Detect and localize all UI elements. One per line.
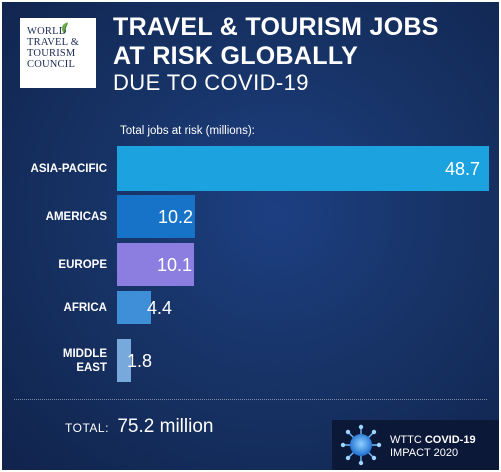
category-label-middle-east: MIDDLE EAST bbox=[62, 347, 107, 374]
title-line-2: AT RISK GLOBALLY bbox=[113, 42, 359, 70]
footer-line-2: IMPACT 2020 bbox=[390, 447, 459, 459]
divider bbox=[14, 399, 487, 400]
axis-caption: Total jobs at risk (millions): bbox=[120, 125, 255, 137]
value-label-europe: 10.1 bbox=[157, 254, 193, 275]
category-label-europe: EUROPE bbox=[58, 258, 107, 271]
bar-middle-east bbox=[117, 339, 131, 382]
footer-text: WTTC COVID-19 IMPACT 2020 bbox=[390, 434, 476, 460]
virus-icon bbox=[340, 424, 382, 466]
chart-subtitle: DUE TO COVID-19 bbox=[113, 70, 309, 95]
footer-badge: WTTC COVID-19 IMPACT 2020 bbox=[332, 420, 499, 470]
category-label-africa: AFRICA bbox=[63, 301, 107, 314]
value-label-africa: 4.4 bbox=[147, 297, 173, 318]
logo-line: COUNCIL bbox=[27, 59, 76, 70]
bar-africa bbox=[117, 291, 151, 324]
chart-title: TRAVEL & TOURISM JOBS AT RISK GLOBALLY bbox=[113, 13, 439, 71]
category-label-americas: AMERICAS bbox=[45, 210, 107, 223]
logo-line: TOURISM bbox=[27, 48, 76, 59]
total-row: TOTAL: 75.2 million bbox=[65, 416, 213, 438]
value-label-americas: 10.2 bbox=[158, 206, 194, 227]
bar-americas bbox=[117, 195, 195, 238]
value-label-middle-east: 1.8 bbox=[127, 350, 153, 371]
logo-line: WORLD bbox=[27, 26, 67, 37]
bar-europe bbox=[117, 243, 194, 286]
leaf-icon bbox=[61, 22, 68, 35]
total-value: 75.2 million bbox=[117, 416, 214, 437]
logo-line: TRAVEL & bbox=[27, 37, 80, 48]
footer-prefix: WTTC bbox=[390, 434, 422, 446]
footer-bold: COVID-19 bbox=[424, 434, 476, 446]
wttc-logo: WORLD TRAVEL & TOURISM COUNCIL bbox=[20, 18, 96, 88]
title-line-1: TRAVEL & TOURISM JOBS bbox=[113, 13, 439, 41]
category-label-asia-pacific: ASIA-PACIFIC bbox=[30, 162, 107, 175]
bar-asia-pacific bbox=[117, 146, 489, 191]
value-label-asia-pacific: 48.7 bbox=[445, 158, 481, 179]
total-label: TOTAL: bbox=[65, 421, 109, 435]
